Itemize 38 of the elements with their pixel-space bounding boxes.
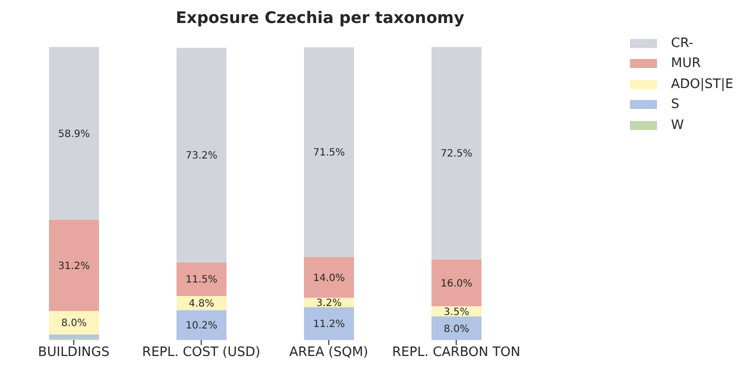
data-label: 10.2% <box>186 320 218 332</box>
data-label: 8.0% <box>61 318 87 330</box>
data-label: 58.9% <box>58 128 90 140</box>
bar <box>176 48 226 262</box>
legend-label: S <box>671 97 680 112</box>
bar <box>49 47 99 220</box>
data-label: 3.2% <box>316 298 342 309</box>
data-label: 8.0% <box>444 324 470 335</box>
bar <box>304 256 354 298</box>
bar <box>176 262 226 296</box>
legend-label: MUR <box>671 56 701 72</box>
x-tick-label: BUILDINGS <box>38 345 110 360</box>
legend-label: ADO|ST|E <box>671 76 734 92</box>
bar <box>432 47 482 260</box>
bar <box>49 334 99 339</box>
x-tick-label: REPL. COST (USD) <box>142 345 260 360</box>
bar <box>432 259 482 306</box>
bar <box>49 220 99 311</box>
data-label: 16.0% <box>440 278 472 290</box>
data-label: 71.5% <box>313 148 345 159</box>
data-label: 73.2% <box>186 150 218 162</box>
bar <box>304 47 354 257</box>
chart-title: Exposure Czechia per taxonomy <box>174 8 466 27</box>
bar <box>304 307 354 340</box>
data-label: 3.5% <box>444 306 470 318</box>
data-label: 31.2% <box>58 260 90 272</box>
data-label: 11.5% <box>186 274 218 286</box>
data-label: 72.5% <box>440 148 472 160</box>
legend-label: W <box>671 118 684 133</box>
x-tick-label: REPL. CARBON TON <box>392 345 520 360</box>
bar <box>176 310 226 340</box>
data-label: 14.0% <box>313 272 345 284</box>
bar <box>49 310 99 334</box>
bar <box>432 316 482 340</box>
data-label: 11.2% <box>313 319 345 330</box>
legend-label: CR- <box>671 36 694 51</box>
x-tick-label: AREA (SQM) <box>289 345 368 360</box>
data-label: 4.8% <box>188 298 214 310</box>
